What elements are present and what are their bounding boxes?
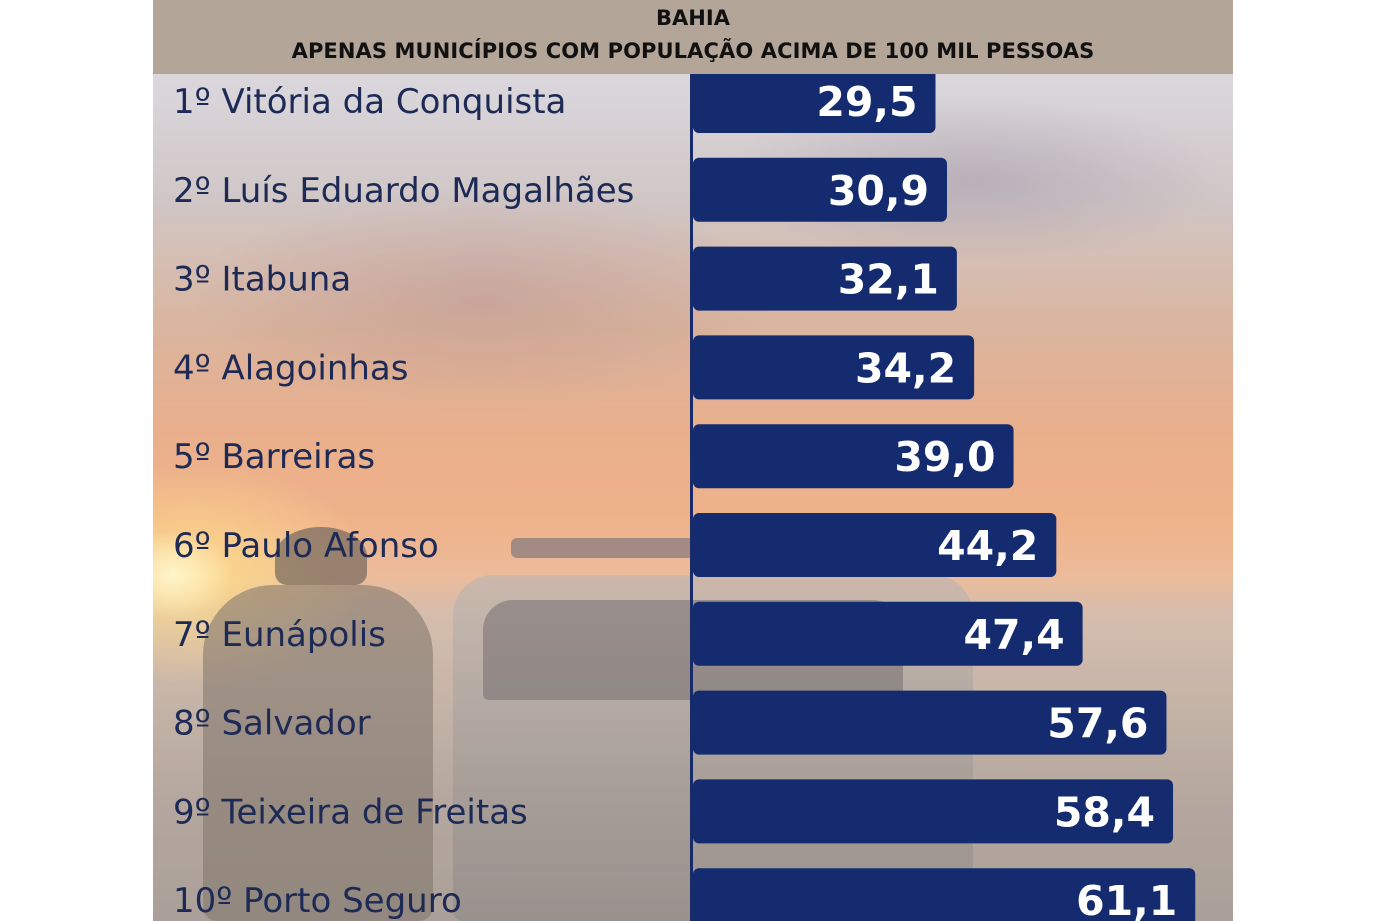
category-labels-layer: 1º Vitória da Conquista 2º Luís Eduardo M… <box>173 82 634 921</box>
bar <box>693 690 1167 755</box>
bar-value-label: 29,5 <box>816 78 917 126</box>
bar-value-label: 34,2 <box>855 344 956 392</box>
police-officer <box>203 585 433 921</box>
y-axis-line <box>690 74 693 921</box>
category-label: 2º Luís Eduardo Magalhães <box>173 171 634 211</box>
bar <box>693 779 1174 844</box>
bar-value-label: 39,0 <box>894 433 995 481</box>
bar-value-label: 32,1 <box>838 256 939 304</box>
bar <box>693 157 947 222</box>
bar <box>693 868 1196 921</box>
bar-value-label: 30,9 <box>828 167 929 215</box>
category-label: 3º Itabuna <box>173 260 351 300</box>
bar <box>693 424 1014 489</box>
bar-chart: 29,5 30,9 32,1 34,2 39,0 44,2 47,4 57,6 58,4 61,1… <box>173 69 1196 921</box>
chart-header: BAHIA APENAS MUNICÍPIOS COM POPULAÇÃO AC… <box>153 0 1233 74</box>
bar <box>693 513 1057 577</box>
sunset-glow <box>153 530 233 620</box>
category-label: 7º Eunápolis <box>173 615 386 655</box>
bar <box>693 246 957 311</box>
bar-value-label: 57,6 <box>1047 700 1148 748</box>
bar-value-label: 44,2 <box>937 522 1038 570</box>
bar-value-label: 47,4 <box>963 611 1064 659</box>
officer-hat <box>275 527 367 585</box>
category-label: 5º Barreiras <box>173 437 375 477</box>
bars-layer: 29,5 30,9 32,1 34,2 39,0 44,2 47,4 57,6 58,4 61,1 <box>693 69 1196 921</box>
category-label: 6º Paulo Afonso <box>173 526 439 566</box>
category-label: 10º Porto Seguro <box>173 881 462 921</box>
category-label: 4º Alagoinhas <box>173 348 408 388</box>
chart-panel: BAHIA APENAS MUNICÍPIOS COM POPULAÇÃO AC… <box>153 0 1233 921</box>
category-label: 1º Vitória da Conquista <box>173 82 566 122</box>
bar <box>693 335 975 400</box>
chart-title: BAHIA <box>656 6 730 30</box>
bar <box>693 601 1083 666</box>
chart-subtitle: APENAS MUNICÍPIOS COM POPULAÇÃO ACIMA DE… <box>291 39 1095 63</box>
bar <box>693 69 936 133</box>
category-label: 8º Salvador <box>173 704 371 744</box>
bar-value-label: 61,1 <box>1076 877 1177 921</box>
category-label: 9º Teixeira de Freitas <box>173 792 528 832</box>
bar-value-label: 58,4 <box>1054 788 1155 836</box>
